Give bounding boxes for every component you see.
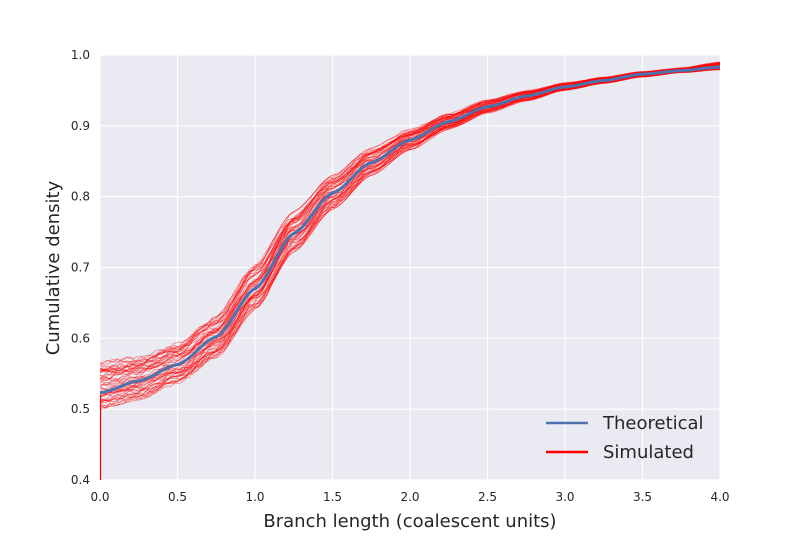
simulated-replicate-line bbox=[99, 63, 721, 372]
simulated-replicate-line bbox=[99, 62, 721, 373]
simulated-replicate-line bbox=[99, 62, 721, 366]
legend: Theoretical Simulated bbox=[546, 413, 704, 463]
series-lines bbox=[99, 65, 721, 395]
x-tick-label: 1.5 bbox=[323, 490, 342, 504]
simulated-replicate-line bbox=[99, 63, 721, 374]
simulated-replicate-line bbox=[99, 68, 721, 409]
simulated-replicate-line bbox=[99, 62, 721, 371]
simulated-replicate-line bbox=[99, 69, 721, 403]
y-tick-label: 0.9 bbox=[71, 119, 90, 133]
simulated-replicate-line bbox=[99, 68, 721, 404]
x-axis-label: Branch length (coalescent units) bbox=[263, 511, 556, 532]
grid bbox=[99, 54, 721, 481]
simulated-replicate-line bbox=[99, 69, 721, 409]
x-tick-label: 0.5 bbox=[168, 490, 187, 504]
y-tick-label: 0.6 bbox=[71, 331, 90, 345]
y-tick-label: 0.8 bbox=[71, 190, 90, 204]
x-tick-label: 3.0 bbox=[555, 490, 574, 504]
simulated-replicate-line bbox=[99, 63, 721, 373]
y-axis-label: Cumulative density bbox=[43, 180, 64, 355]
y-tick-labels: 0.4 0.5 0.6 0.7 0.8 0.9 1.0 bbox=[71, 48, 90, 487]
simulated-replicate-line bbox=[99, 68, 721, 407]
simulated-replicate-line bbox=[99, 62, 721, 371]
simulated-replicate-line bbox=[99, 62, 721, 373]
simulated-replicate-line bbox=[99, 69, 720, 410]
y-tick-label: 0.7 bbox=[71, 261, 90, 275]
simulated-replicate-line bbox=[99, 63, 721, 377]
x-tick-label: 1.0 bbox=[245, 490, 264, 504]
simulated-replicate-line bbox=[99, 61, 721, 366]
legend-label-theoretical: Theoretical bbox=[602, 413, 704, 434]
simulated-replicate-line bbox=[99, 62, 721, 368]
y-tick-label: 0.5 bbox=[71, 402, 90, 416]
x-tick-label: 0.0 bbox=[90, 490, 109, 504]
x-tick-label: 4.0 bbox=[710, 490, 729, 504]
x-tick-label: 2.5 bbox=[478, 490, 497, 504]
simulated-replicate-line bbox=[99, 63, 721, 373]
simulated-replicate-line bbox=[99, 68, 721, 402]
theoretical-line bbox=[99, 65, 721, 395]
y-tick-label: 0.4 bbox=[71, 473, 90, 487]
legend-label-simulated: Simulated bbox=[603, 442, 694, 463]
simulated-replicate-line bbox=[99, 68, 721, 408]
x-tick-label: 3.5 bbox=[633, 490, 652, 504]
simulated-replicate-line bbox=[99, 67, 721, 403]
y-tick-label: 1.0 bbox=[71, 48, 90, 62]
simulated-replicate-line bbox=[99, 67, 721, 401]
x-tick-labels: 0.0 0.5 1.0 1.5 2.0 2.5 3.0 3.5 4.0 bbox=[90, 490, 729, 504]
simulated-replicate-line bbox=[99, 61, 721, 364]
x-tick-label: 2.0 bbox=[400, 490, 419, 504]
simulated-replicate-line bbox=[99, 62, 721, 374]
simulated-replicate-line bbox=[99, 68, 721, 405]
